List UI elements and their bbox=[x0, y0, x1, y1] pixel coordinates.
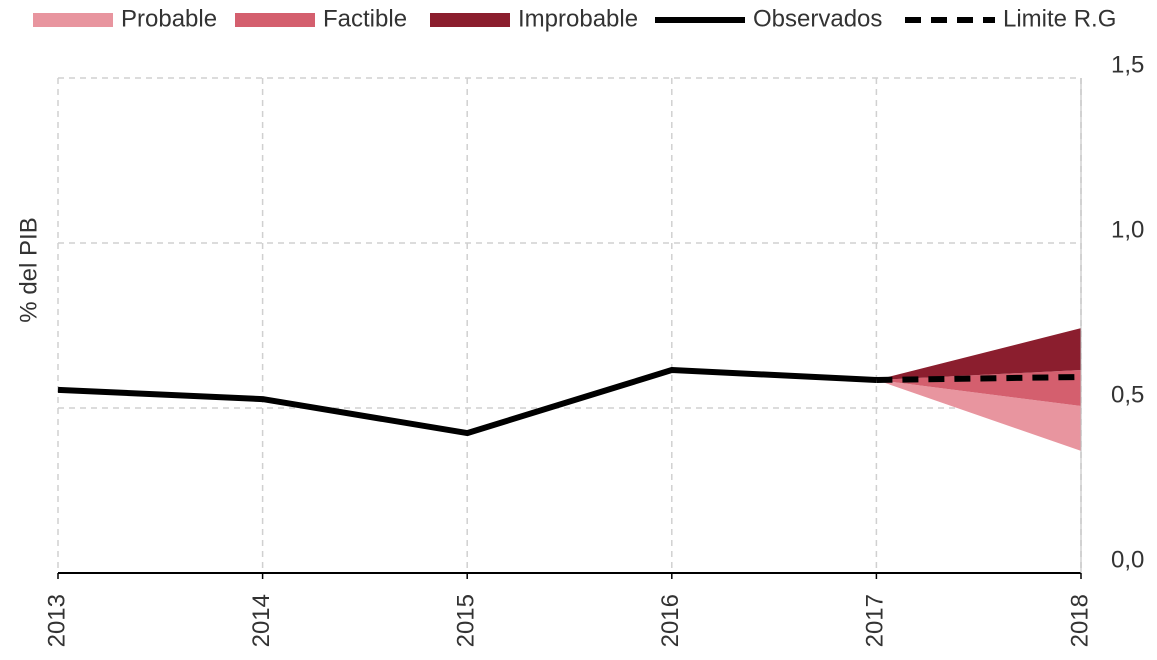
y-tick-label: 0,0 bbox=[1111, 546, 1144, 573]
fan-band bbox=[876, 328, 1081, 380]
x-tick-label: 2018 bbox=[1066, 594, 1093, 647]
legend-label: Limite R.G bbox=[1003, 5, 1116, 32]
x-tick-label: 2015 bbox=[453, 594, 480, 647]
x-tick-label: 2014 bbox=[248, 594, 275, 647]
y-tick-label: 0,5 bbox=[1111, 381, 1144, 408]
y-tick-label: 1,0 bbox=[1111, 216, 1144, 243]
legend-label: Observados bbox=[753, 5, 882, 32]
legend-swatch bbox=[430, 13, 510, 27]
fan-band bbox=[876, 379, 1081, 451]
y-axis-label: % del PIB bbox=[15, 217, 42, 322]
legend-swatch bbox=[33, 13, 113, 27]
legend-label: Improbable bbox=[518, 5, 638, 32]
x-tick-label: 2013 bbox=[43, 594, 70, 647]
y-tick-label: 1,5 bbox=[1111, 51, 1144, 78]
x-tick-label: 2016 bbox=[657, 594, 684, 647]
legend-label: Factible bbox=[323, 5, 407, 32]
dashed-line bbox=[876, 373, 1082, 383]
legend-label: Probable bbox=[121, 5, 217, 32]
legend-swatch bbox=[235, 13, 315, 27]
line bbox=[57, 367, 877, 437]
x-tick-label: 2017 bbox=[862, 594, 889, 647]
fan-band bbox=[876, 370, 1081, 407]
